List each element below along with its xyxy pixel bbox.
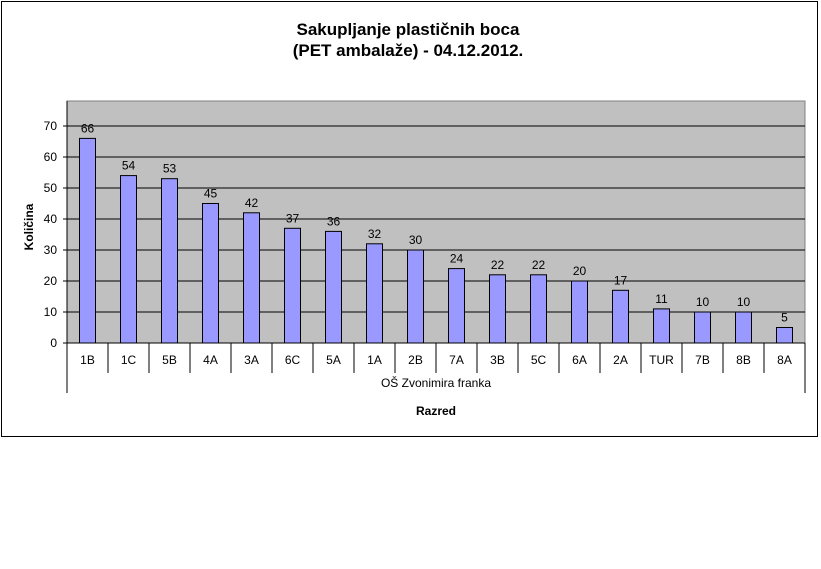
data-label: 66 xyxy=(81,121,95,135)
data-label: 37 xyxy=(286,211,300,225)
y-tick-label: 10 xyxy=(44,305,58,319)
x-tick-label: 5B xyxy=(162,353,177,367)
y-tick-label: 70 xyxy=(44,119,58,133)
y-axis-ticks: 0 10 20 30 40 50 60 70 xyxy=(44,101,68,350)
bar xyxy=(612,289,629,344)
bar xyxy=(735,311,752,344)
bar xyxy=(161,178,178,344)
x-tick-label: 5C xyxy=(531,353,547,367)
bar xyxy=(407,249,424,344)
y-tick-label: 60 xyxy=(44,150,58,164)
x-tick-label: 3A xyxy=(244,353,259,367)
x-tick-label: 5A xyxy=(326,353,341,367)
bar xyxy=(694,311,711,344)
data-label: 32 xyxy=(368,227,382,241)
chart-title-line-1: Sakupljanje plastičnih boca xyxy=(297,20,520,39)
data-label: 10 xyxy=(737,295,751,309)
x-tick-label: 2B xyxy=(408,353,423,367)
bar xyxy=(284,227,301,344)
x-tick-label: 1B xyxy=(80,353,95,367)
bar xyxy=(776,327,793,344)
data-label: 5 xyxy=(781,311,788,325)
group-axis-label: OŠ Zvonimira franka xyxy=(381,375,491,390)
data-label: 20 xyxy=(573,264,587,278)
data-label: 11 xyxy=(655,292,668,306)
x-tick-label: 7B xyxy=(695,353,710,367)
x-tick-label: 3B xyxy=(490,353,505,367)
x-tick-label: 8B xyxy=(736,353,751,367)
bar xyxy=(571,280,588,344)
bars xyxy=(79,137,793,344)
bar xyxy=(448,268,465,344)
x-tick-label: 6C xyxy=(285,353,301,367)
bar xyxy=(530,274,547,344)
data-label: 17 xyxy=(614,273,628,287)
data-label: 53 xyxy=(163,162,177,176)
x-tick-label: 7A xyxy=(449,353,464,367)
data-label: 22 xyxy=(491,258,505,272)
x-tick-label: 6A xyxy=(572,353,587,367)
data-label: 30 xyxy=(409,233,423,247)
bar xyxy=(120,175,137,344)
data-label: 54 xyxy=(122,159,136,173)
bar-chart: Sakupljanje plastičnih boca (PET ambalaž… xyxy=(22,20,806,418)
x-tick-label: 4A xyxy=(203,353,218,367)
y-tick-label: 30 xyxy=(44,243,58,257)
x-tick-label: 1C xyxy=(121,353,137,367)
plot-area xyxy=(66,100,806,344)
data-label: 42 xyxy=(245,196,259,210)
bar xyxy=(653,308,670,344)
gridlines xyxy=(67,125,805,313)
data-label: 36 xyxy=(327,214,341,228)
bar xyxy=(325,230,342,344)
bar xyxy=(202,203,219,344)
x-tick-label: 8A xyxy=(777,353,792,367)
x-tick-label: TUR xyxy=(649,353,674,367)
data-label: 22 xyxy=(532,258,546,272)
y-tick-label: 50 xyxy=(44,181,58,195)
data-label: 45 xyxy=(204,187,218,201)
bar xyxy=(243,212,260,344)
x-axis-title: Razred xyxy=(416,404,456,418)
bar xyxy=(79,137,96,344)
x-tick-label: 1A xyxy=(367,353,382,367)
y-tick-label: 40 xyxy=(44,212,58,226)
y-tick-label: 20 xyxy=(44,274,58,288)
chart-frame: Sakupljanje plastičnih boca (PET ambalaž… xyxy=(1,1,818,437)
data-labels: 66 54 53 45 42 37 36 32 30 24 22 22 20 17 11 10 10 5 xyxy=(81,121,788,324)
bar xyxy=(489,274,506,344)
data-label: 24 xyxy=(450,252,464,266)
x-tick-label: 2A xyxy=(613,353,628,367)
y-tick-label: 0 xyxy=(50,336,57,350)
data-label: 10 xyxy=(696,295,710,309)
bar xyxy=(366,243,383,344)
x-axis-ticks: 1B 1C 5B 4A 3A 6C 5A 1A 2B 7A 3B 5C 6A 2A TUR 7B 8B 8A xyxy=(66,342,806,393)
chart-title-line-2: (PET ambalaže) - 04.12.2012. xyxy=(293,41,524,60)
y-axis-title: Količina xyxy=(22,203,36,250)
